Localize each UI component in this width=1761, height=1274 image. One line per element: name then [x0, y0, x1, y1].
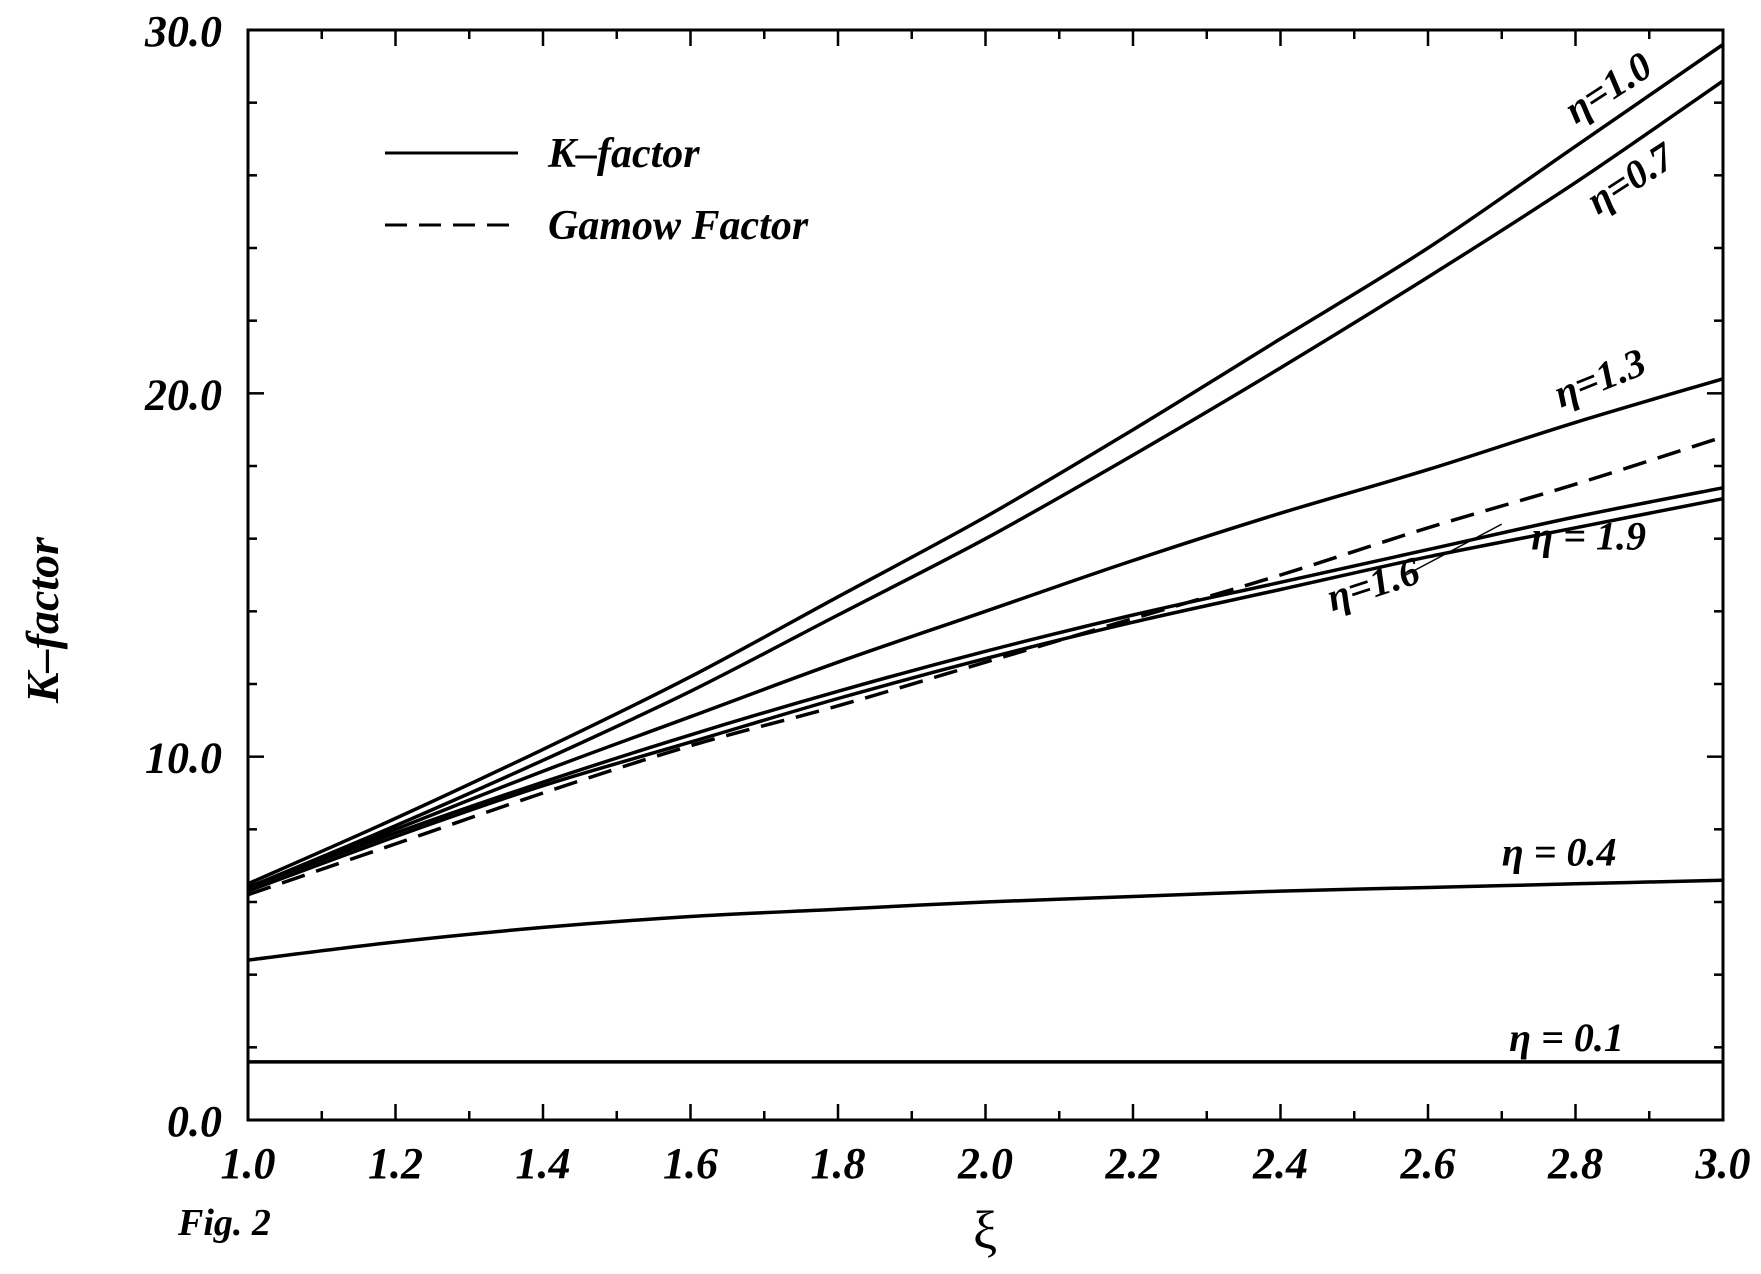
series-line-1.3 — [247, 377, 1724, 890]
x-tick-label: 2.6 — [1400, 1139, 1456, 1188]
y-tick-label: 30.0 — [144, 7, 222, 56]
curve-label-text: η = 0.1 — [1509, 1015, 1624, 1060]
y-tick-label: 20.0 — [144, 370, 222, 419]
y-axis-title: K–factor — [17, 536, 68, 704]
series-line-1.0 — [247, 43, 1724, 886]
x-tick-label: 1.2 — [368, 1139, 423, 1188]
x-tick-label: 1.8 — [811, 1139, 866, 1188]
curve-label-text: η = 0.4 — [1502, 830, 1617, 875]
x-tick-label: 3.0 — [1695, 1139, 1751, 1188]
label-leader-line — [1405, 523, 1503, 576]
x-axis-title: ξ — [973, 1200, 997, 1260]
legend-solid-label: K–factor — [547, 131, 700, 177]
curves — [247, 43, 1724, 1064]
x-tick-label: 2.4 — [1252, 1139, 1308, 1188]
curve-label-text: η=1.0 — [1556, 43, 1660, 132]
series-line-1.9 — [247, 496, 1724, 893]
x-tick-label: 2.0 — [957, 1139, 1013, 1188]
x-tick-label: 2.2 — [1105, 1139, 1161, 1188]
x-tick-label: 2.8 — [1547, 1139, 1603, 1188]
figure-label: Fig. 2 — [177, 1202, 271, 1244]
series-line-gamow-factor — [247, 435, 1724, 897]
x-tick-label: 1.6 — [663, 1139, 718, 1188]
series-line-1.6 — [247, 486, 1724, 890]
y-tick-label: 10.0 — [145, 734, 222, 783]
legend: K–factor Gamow Factor — [385, 131, 809, 249]
curve-label-text: η = 1.9 — [1531, 514, 1646, 559]
axes: 1.0 1.2 1.4 1.6 1.8 2.0 2.2 2.4 2.6 2.8 3.0 0.0 10.0… — [144, 7, 1751, 1188]
y-tick-label: 0.0 — [167, 1097, 222, 1146]
x-tick-label: 1.0 — [221, 1139, 276, 1188]
x-tick-label: 1.4 — [516, 1139, 571, 1188]
series-line-0.4 — [247, 878, 1724, 962]
legend-dashed-label: Gamow Factor — [548, 203, 809, 249]
plot-frame — [246, 28, 1725, 1122]
series-line-0.7 — [247, 79, 1724, 890]
